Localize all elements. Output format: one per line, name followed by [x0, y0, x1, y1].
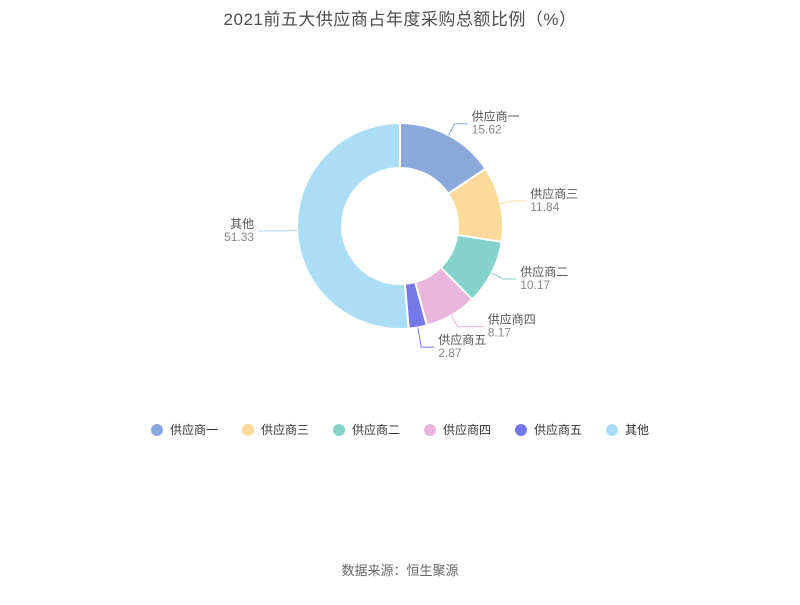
legend-item-0[interactable]: 供应商一 — [150, 421, 218, 438]
legend-item-5[interactable]: 其他 — [606, 421, 649, 438]
chart-title: 2021前五大供应商占年度采购总额比例（%） — [223, 10, 577, 29]
slice-label-name-2: 供应商二 — [520, 264, 568, 279]
label-leader-line-2 — [491, 272, 517, 280]
slice-label-name-5: 其他 — [230, 217, 254, 231]
label-leader-line-0 — [448, 123, 468, 136]
label-leader-line-5 — [258, 229, 298, 232]
slice-label-name-4: 供应商五 — [438, 332, 486, 347]
slice-label-value-0: 15.62 — [472, 123, 502, 137]
label-leader-line-3 — [450, 315, 484, 328]
data-source: 数据来源：恒生聚源 — [341, 563, 459, 578]
slice-label-name-3: 供应商四 — [488, 312, 536, 327]
legend-label: 供应商三 — [260, 423, 309, 437]
legend-marker-icon — [332, 423, 345, 436]
pie-slice-5[interactable] — [296, 122, 410, 330]
legend-label: 供应商二 — [351, 423, 400, 437]
slice-label-value-2: 10.17 — [520, 278, 550, 292]
legend-label: 其他 — [625, 423, 650, 437]
slice-label-value-3: 8.17 — [488, 326, 512, 340]
slice-label-value-4: 2.87 — [438, 346, 462, 360]
chart-legend: 供应商一 供应商三 供应商二 供应商四 供应商五 其他 — [0, 421, 800, 438]
slice-label-value-1: 11.84 — [530, 200, 559, 214]
legend-item-2[interactable]: 供应商二 — [332, 421, 400, 438]
legend-label: 供应商一 — [169, 423, 218, 437]
legend-marker-icon — [241, 423, 254, 436]
label-leader-line-1 — [500, 200, 527, 205]
legend-item-4[interactable]: 供应商五 — [515, 421, 582, 438]
legend-marker-icon — [515, 423, 528, 436]
legend-marker-icon — [606, 423, 619, 436]
legend-item-1[interactable]: 供应商三 — [241, 421, 309, 438]
slice-label-name-1: 供应商三 — [530, 186, 578, 201]
legend-label: 供应商五 — [534, 423, 583, 437]
legend-marker-icon — [424, 423, 436, 436]
slice-label-value-5: 51.33 — [224, 230, 254, 244]
legend-item-3[interactable]: 供应商四 — [424, 421, 491, 438]
legend-label: 供应商四 — [443, 423, 492, 437]
legend-marker-icon — [150, 423, 163, 436]
label-leader-line-4 — [417, 327, 435, 348]
slice-label-name-0: 供应商一 — [472, 109, 520, 124]
